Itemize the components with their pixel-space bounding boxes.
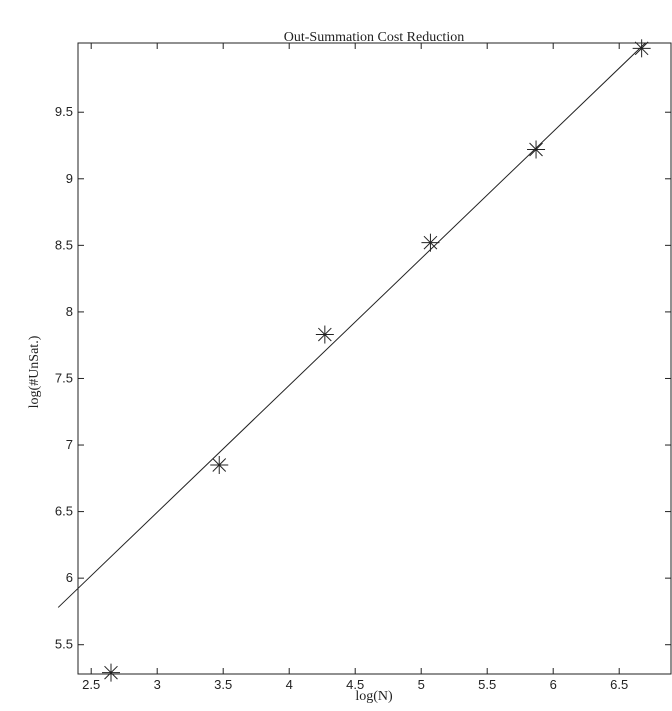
y-axis-label: log(#UnSat.) xyxy=(27,335,42,408)
x-tick-label: 6.5 xyxy=(610,677,628,692)
y-tick-label: 7 xyxy=(66,437,73,452)
chart-title: Out-Summation Cost Reduction xyxy=(284,30,464,45)
data-point xyxy=(102,663,120,682)
marker-stroke xyxy=(634,41,649,56)
plot-area xyxy=(57,39,672,682)
y-tick-label: 5.5 xyxy=(55,637,73,652)
y-tick-label: 9.5 xyxy=(55,104,73,119)
x-tick-label: 4.5 xyxy=(346,677,364,692)
marker-stroke xyxy=(318,327,332,342)
data-point xyxy=(210,455,229,474)
marker-stroke xyxy=(212,458,227,472)
plot-frame xyxy=(77,42,672,675)
x-tick-label: 6 xyxy=(550,677,557,692)
data-point xyxy=(315,325,334,344)
data-point xyxy=(527,140,546,159)
x-tick-label: 3 xyxy=(154,677,161,692)
data-point xyxy=(632,39,651,58)
y-tick-label: 8 xyxy=(66,304,73,319)
marker-stroke xyxy=(529,142,543,157)
y-tick-label: 9 xyxy=(66,171,73,186)
y-tick-label: 6 xyxy=(66,570,73,585)
marker-stroke xyxy=(104,665,118,680)
y-tick-label: 6.5 xyxy=(55,504,73,519)
y-tick-label: 7.5 xyxy=(55,370,73,385)
x-tick-label: 4 xyxy=(286,677,293,692)
marker-stroke xyxy=(423,235,438,250)
data-point xyxy=(421,233,440,252)
y-tick-label: 8.5 xyxy=(55,237,73,252)
x-axis-label: log(N) xyxy=(355,689,393,704)
x-tick-label: 5.5 xyxy=(478,677,496,692)
fit-line xyxy=(57,43,647,608)
x-tick-label: 5 xyxy=(418,677,425,692)
axis-ticks: 2.5 3 3.5 4 4.5 5 5.5 6 6.5 5.5 6 6.5 7 7.5 8 8.5 9 9.5 xyxy=(55,43,671,692)
x-tick-label: 3.5 xyxy=(214,677,232,692)
x-tick-label: 2.5 xyxy=(82,677,100,692)
